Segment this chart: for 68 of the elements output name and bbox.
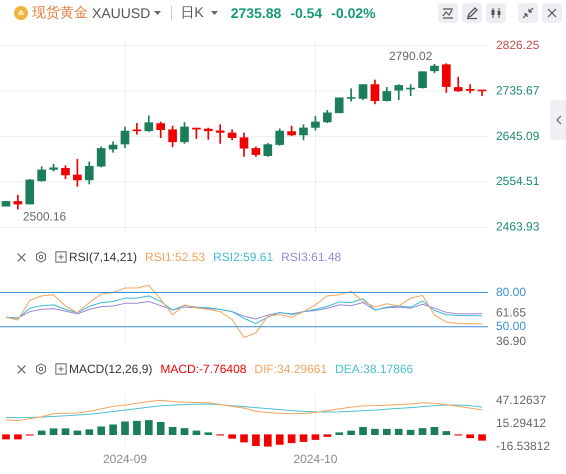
bar — [38, 430, 46, 435]
bar — [228, 434, 236, 439]
bar — [383, 428, 391, 435]
text: RSI2:59.61 — [213, 250, 274, 264]
ref-line-label: 50.00 — [496, 319, 526, 333]
bar — [312, 434, 320, 440]
bar — [359, 426, 367, 435]
y-tick-label: 2463.93 — [496, 220, 540, 234]
ref-line-label: 80.00 — [496, 284, 526, 299]
chart-title: MACD(12,26,9) — [69, 362, 152, 376]
bar — [14, 434, 22, 440]
text: -0.02% — [331, 5, 376, 21]
y-tick-label: -16.53812 — [496, 438, 550, 453]
bar — [418, 428, 426, 435]
y-tick-label: 61.65 — [496, 306, 526, 320]
text: -0.54 — [290, 5, 322, 21]
bar — [74, 430, 82, 435]
y-tick-label: 15.29412 — [496, 416, 546, 430]
chart-subtitle: XAUUSD — [92, 5, 150, 21]
bar — [109, 424, 117, 435]
bar — [121, 422, 129, 435]
text: DIF:34.29661 — [254, 362, 328, 376]
chart-title: RSI(7,14,21) — [69, 250, 138, 264]
y-tick-label: 2735.67 — [496, 83, 540, 98]
x-tick-label: 2024-10 — [293, 452, 338, 466]
bar — [97, 426, 106, 435]
bar — [288, 434, 296, 444]
y-tick-label: 36.90 — [496, 334, 526, 348]
text: DEA:38.17866 — [335, 362, 414, 376]
bar — [300, 434, 308, 442]
y-tick-label: 2554.51 — [496, 174, 540, 188]
annotation: 2500.16 — [22, 209, 67, 224]
bar — [240, 434, 248, 442]
bar — [406, 430, 414, 435]
bar — [264, 434, 272, 447]
bar — [180, 428, 188, 435]
bar — [442, 431, 450, 435]
chart-title: 现货黄金 — [32, 4, 88, 22]
y-tick-label: 2826.25 — [496, 38, 540, 52]
bar — [156, 422, 165, 435]
y-tick-label: 47.12637 — [496, 392, 546, 407]
bar — [168, 426, 176, 435]
bar — [85, 429, 94, 435]
bar — [347, 430, 355, 435]
text: 2735.88 — [230, 5, 282, 21]
bar — [133, 420, 141, 435]
y-tick-label: 2645.09 — [496, 128, 540, 143]
text: RSI3:61.48 — [281, 250, 342, 264]
bar — [144, 420, 153, 435]
bar — [478, 434, 486, 441]
bar — [276, 434, 284, 445]
bar — [192, 430, 200, 435]
bar — [394, 428, 403, 435]
bar — [50, 428, 58, 435]
series-label: RSI1:52.53 — [145, 250, 206, 264]
bar — [62, 428, 70, 435]
x-tick-label: 2024-09 — [102, 452, 148, 466]
annotation: 2790.02 — [388, 49, 433, 64]
bar — [252, 434, 260, 446]
bar — [430, 426, 438, 435]
text: 日K — [180, 4, 204, 22]
bar — [371, 428, 379, 435]
bar — [204, 432, 212, 435]
text: MACD:-7.76408 — [160, 362, 246, 376]
bar — [324, 434, 332, 437]
bar — [2, 434, 10, 440]
bar — [335, 432, 344, 435]
candlestick — [478, 90, 486, 96]
